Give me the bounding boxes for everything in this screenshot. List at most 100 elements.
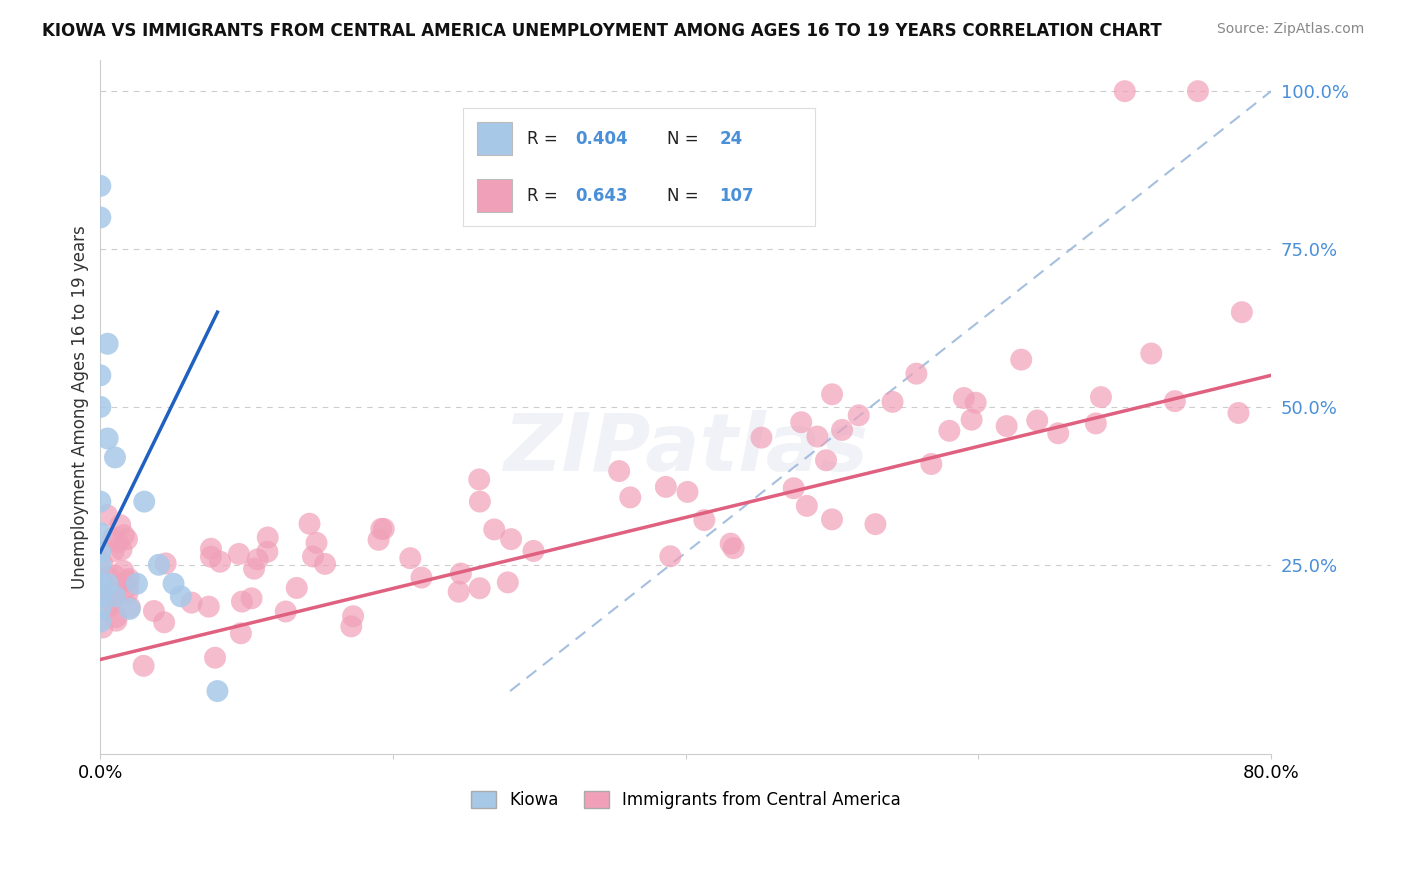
Point — [1047, 426, 1070, 441]
Point — [806, 429, 828, 443]
Point — [676, 484, 699, 499]
Point — [468, 494, 491, 508]
Point — [115, 574, 138, 588]
Point — [373, 522, 395, 536]
Point — [197, 599, 219, 614]
Point — [101, 531, 124, 545]
Point — [298, 516, 321, 531]
Point — [89, 545, 111, 559]
Point — [960, 412, 983, 426]
Point — [499, 532, 522, 546]
Point — [104, 568, 127, 582]
Point — [96, 508, 118, 523]
Point — [411, 570, 433, 584]
Point — [659, 549, 682, 564]
Point — [882, 395, 904, 409]
Point — [100, 594, 122, 608]
Point — [655, 480, 678, 494]
Point — [821, 512, 844, 526]
Point — [522, 544, 544, 558]
Point — [1140, 346, 1163, 360]
Point — [115, 533, 138, 547]
Point — [447, 584, 470, 599]
Legend: Kiowa, Immigrants from Central America: Kiowa, Immigrants from Central America — [464, 784, 907, 815]
Point — [104, 450, 127, 465]
Point — [905, 367, 928, 381]
Point — [751, 431, 773, 445]
Point — [132, 658, 155, 673]
Point — [468, 581, 491, 595]
Point — [89, 576, 111, 591]
Point — [110, 542, 132, 557]
Point — [240, 591, 263, 606]
Point — [148, 558, 170, 572]
Point — [97, 599, 120, 614]
Point — [496, 575, 519, 590]
Point — [91, 557, 114, 571]
Point — [302, 549, 325, 564]
Text: KIOWA VS IMMIGRANTS FROM CENTRAL AMERICA UNEMPLOYMENT AMONG AGES 16 TO 19 YEARS : KIOWA VS IMMIGRANTS FROM CENTRAL AMERICA… — [42, 22, 1161, 40]
Point — [200, 541, 222, 556]
Point — [370, 522, 392, 536]
Point — [155, 557, 177, 571]
Point — [97, 336, 120, 351]
Point — [256, 545, 278, 559]
Point — [89, 211, 111, 225]
Point — [96, 589, 118, 603]
Point — [848, 409, 870, 423]
Point — [229, 626, 252, 640]
Point — [995, 419, 1018, 434]
Point — [821, 387, 844, 401]
Point — [1010, 352, 1032, 367]
Point — [89, 368, 111, 383]
Point — [162, 576, 184, 591]
Point — [1114, 84, 1136, 98]
Point — [112, 564, 135, 578]
Point — [228, 547, 250, 561]
Point — [153, 615, 176, 630]
Point — [865, 517, 887, 532]
Point — [91, 620, 114, 634]
Point — [117, 586, 139, 600]
Point — [89, 590, 111, 604]
Point — [89, 615, 111, 629]
Point — [105, 614, 128, 628]
Point — [340, 619, 363, 633]
Point — [170, 590, 193, 604]
Point — [1227, 406, 1250, 420]
Text: ZIPatlas: ZIPatlas — [503, 409, 869, 488]
Point — [920, 457, 942, 471]
Point — [118, 602, 141, 616]
Point — [231, 594, 253, 608]
Point — [89, 526, 111, 541]
Point — [965, 395, 987, 409]
Point — [796, 499, 818, 513]
Point — [1084, 417, 1107, 431]
Point — [112, 528, 135, 542]
Point — [399, 551, 422, 566]
Point — [723, 541, 745, 556]
Point — [180, 596, 202, 610]
Point — [89, 178, 111, 193]
Point — [89, 602, 111, 616]
Point — [783, 481, 806, 495]
Point — [720, 536, 742, 550]
Point — [117, 580, 139, 594]
Y-axis label: Unemployment Among Ages 16 to 19 years: Unemployment Among Ages 16 to 19 years — [72, 225, 89, 589]
Point — [118, 572, 141, 586]
Point — [1026, 413, 1049, 427]
Point — [89, 558, 111, 572]
Point — [468, 472, 491, 486]
Point — [243, 562, 266, 576]
Point — [619, 491, 641, 505]
Point — [246, 552, 269, 566]
Point — [125, 576, 148, 591]
Point — [938, 424, 960, 438]
Point — [90, 573, 112, 587]
Point — [110, 518, 132, 533]
Point — [1187, 84, 1209, 98]
Point — [790, 415, 813, 429]
Point — [209, 555, 232, 569]
Point — [814, 453, 837, 467]
Point — [104, 587, 127, 601]
